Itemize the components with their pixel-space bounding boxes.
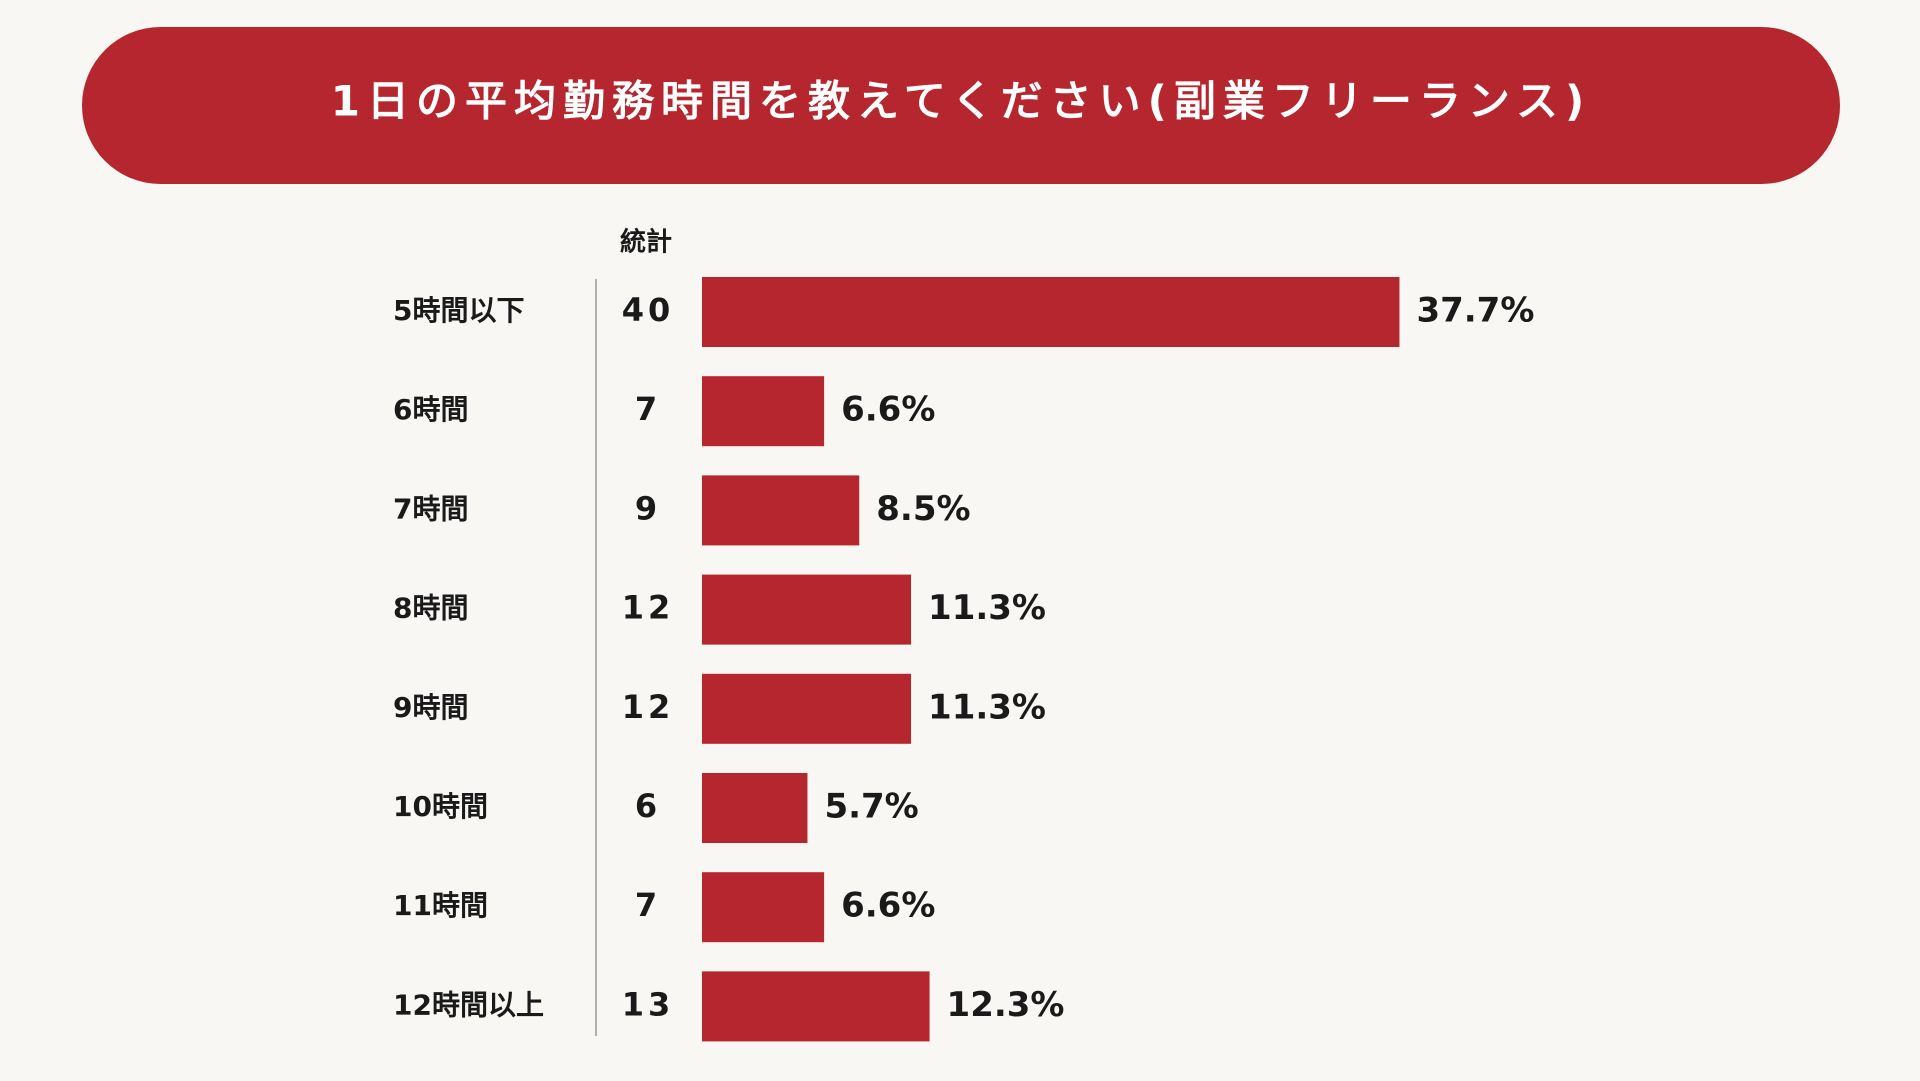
category-label: 8時間: [393, 592, 468, 625]
count-label: 12: [622, 589, 675, 627]
value-label: 37.7%: [1416, 291, 1534, 331]
value-label: 5.7%: [824, 787, 918, 827]
category-label: 11時間: [393, 889, 488, 922]
value-label: 6.6%: [841, 390, 935, 430]
bar: [702, 872, 825, 943]
count-label: 7: [635, 886, 661, 924]
category-label: 9時間: [393, 691, 468, 724]
category-label: 5時間以下: [393, 294, 524, 327]
category-label: 7時間: [393, 492, 468, 525]
bar: [702, 971, 930, 1042]
count-header: 統計: [620, 227, 672, 258]
bar: [702, 475, 860, 546]
category-label: 10時間: [393, 790, 488, 823]
bar: [702, 773, 808, 843]
value-label: 12.3%: [947, 985, 1065, 1025]
value-label: 11.3%: [928, 687, 1046, 727]
value-label: 6.6%: [841, 886, 935, 926]
category-label: 6時間: [393, 393, 468, 426]
count-label: 40: [622, 291, 675, 329]
chart-title: 1日の平均勤務時間を教えてください(副業フリーランス): [331, 77, 1591, 126]
bar: [702, 376, 825, 447]
title-banner: [82, 27, 1840, 184]
bar: [702, 574, 912, 645]
count-label: 7: [635, 390, 661, 428]
count-label: 12: [622, 688, 675, 726]
bar: [702, 277, 1400, 347]
bar: [702, 673, 912, 744]
count-label: 6: [635, 787, 661, 825]
category-label: 12時間以上: [393, 988, 544, 1021]
value-label: 11.3%: [928, 588, 1046, 628]
count-label: 9: [635, 489, 661, 527]
count-label: 13: [622, 985, 675, 1023]
value-label: 8.5%: [876, 489, 970, 529]
